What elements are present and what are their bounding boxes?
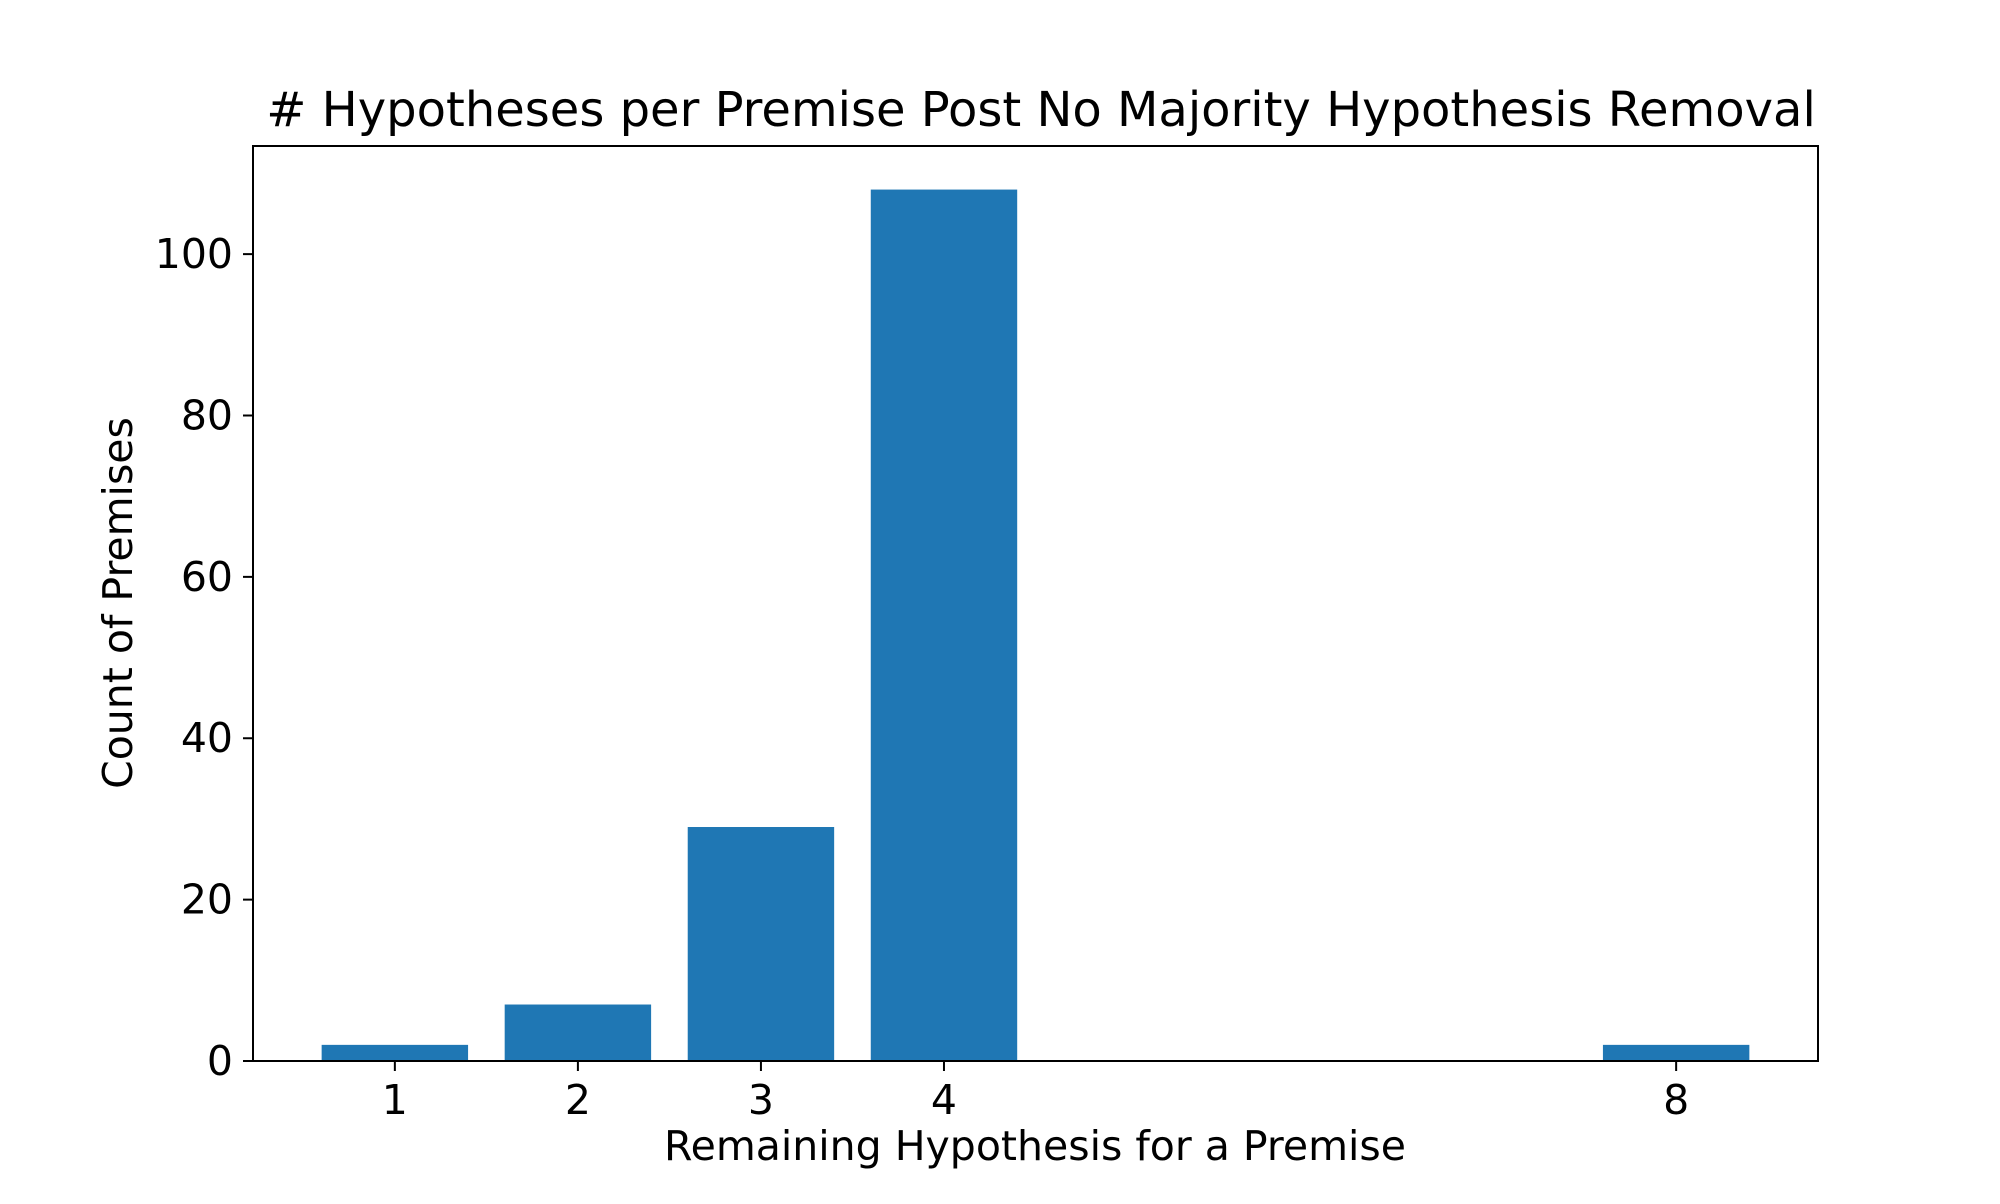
bars-layer [321, 189, 1750, 1062]
x-axis-ticks: 1 2 3 4 8 [382, 1061, 1689, 1124]
bar-8 [1602, 1044, 1750, 1061]
bar-1 [321, 1044, 469, 1061]
y-tick-label-100: 100 [155, 230, 233, 278]
bar-4 [870, 189, 1018, 1062]
y-tick-label-60: 60 [181, 553, 233, 601]
x-tick-label-3: 3 [748, 1076, 774, 1124]
y-tick-label-40: 40 [181, 714, 233, 762]
y-axis-label: Count of Premises [94, 417, 142, 789]
x-tick-label-2: 2 [565, 1076, 591, 1124]
y-tick-label-80: 80 [181, 391, 233, 439]
y-tick-label-0: 0 [207, 1037, 233, 1085]
y-tick-label-20: 20 [181, 876, 233, 924]
x-tick-label-4: 4 [931, 1076, 957, 1124]
bar-3 [687, 827, 835, 1061]
x-tick-label-1: 1 [382, 1076, 408, 1124]
x-tick-label-8: 8 [1663, 1076, 1689, 1124]
chart-title: # Hypotheses per Premise Post No Majorit… [266, 82, 1816, 138]
y-axis-ticks: 0 20 40 60 80 100 [155, 230, 253, 1085]
plot-frame [252, 145, 1819, 1062]
bar-2 [504, 1004, 652, 1061]
x-axis-label: Remaining Hypothesis for a Premise [664, 1122, 1406, 1170]
